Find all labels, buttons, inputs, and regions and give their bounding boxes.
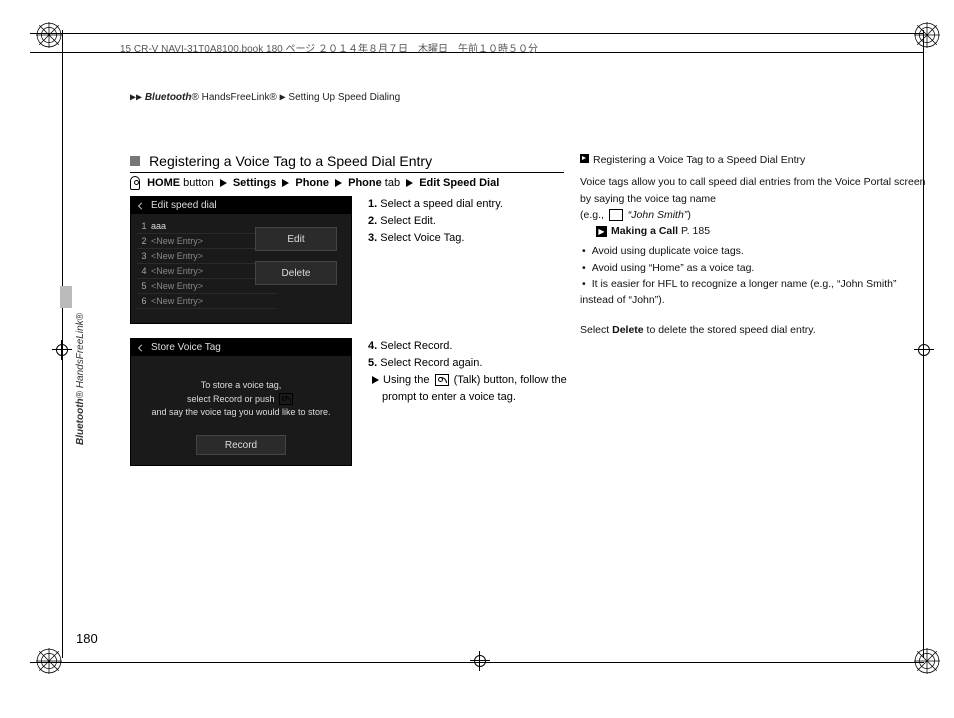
screenshot2-line1: To store a voice tag, [131, 379, 351, 393]
nav-home-suffix: button [180, 177, 214, 189]
registration-mark-bl [36, 648, 62, 674]
delete-button: Delete [255, 261, 337, 285]
crosshair-left [52, 340, 72, 360]
breadcrumb-part1-bold: Bluetooth [145, 92, 192, 103]
screenshot2-titlebar: Store Voice Tag [131, 339, 351, 356]
screenshot-store-voice-tag: Store Voice Tag To store a voice tag, se… [130, 338, 352, 466]
nav-path: HOME button Settings Phone Phone tab Edi… [130, 176, 499, 190]
context-menu: Edit Delete [255, 227, 337, 295]
list-item-label: <New Entry> [151, 251, 203, 261]
registration-mark-tr [914, 22, 940, 48]
side-note-header: Registering a Voice Tag to a Speed Dial … [580, 152, 930, 168]
list-item-label: <New Entry> [151, 236, 203, 246]
instructions-block-1: 1. Select a speed dial entry. 2. Select … [368, 196, 568, 247]
step-3: 3. Select Voice Tag. [368, 230, 568, 247]
page-number: 180 [76, 631, 98, 646]
list-item-label: aaa [151, 221, 166, 231]
nav-phone-tab: Phone [348, 177, 382, 189]
nav-home: HOME [147, 177, 180, 189]
side-bullet-1: Avoid using duplicate voice tags. [580, 243, 930, 259]
back-icon [137, 344, 145, 352]
frame-top-line [30, 33, 924, 34]
list-item-label: <New Entry> [151, 296, 203, 306]
step-2: 2. Select Edit. [368, 213, 568, 230]
instructions-block-2: 4. Select Record. 5. Select Record again… [368, 338, 568, 406]
talk-icon [435, 374, 449, 386]
nav-arrow-icon [220, 179, 227, 187]
breadcrumb-part1-rest: ® HandsFreeLink® [191, 92, 276, 103]
side-bullet-3: It is easier for HFL to recognize a long… [580, 276, 930, 309]
crosshair-bottom [470, 651, 490, 671]
file-header-meta: 15 CR-V NAVI-31T0A8100.book 180 ページ ２０１４… [120, 40, 538, 55]
registration-mark-tl [36, 22, 62, 48]
triangle-bullet-icon [372, 376, 379, 384]
step-1: 1. Select a speed dial entry. [368, 196, 568, 213]
breadcrumb-sep: ▶ [280, 92, 286, 103]
breadcrumb-part2: Setting Up Speed Dialing [288, 92, 400, 103]
screenshot2-title: Store Voice Tag [151, 342, 221, 353]
side-note-glyph-icon [580, 154, 589, 163]
screenshot2-line3: and say the voice tag you would like to … [131, 406, 351, 420]
side-vertical-label: Bluetooth® HandsFreeLink® [75, 313, 86, 445]
screenshot1-titlebar: Edit speed dial [131, 197, 351, 214]
screenshot-edit-speed-dial: Edit speed dial 1aaa 2<New Entry> 3<New … [130, 196, 352, 324]
side-link-line: ▶Making a Call P. 185 [580, 223, 930, 239]
side-para-1: Voice tags allow you to call speed dial … [580, 174, 930, 207]
nav-arrow-icon [282, 179, 289, 187]
section-title-row: Registering a Voice Tag to a Speed Dial … [130, 153, 564, 173]
nav-phone: Phone [295, 177, 329, 189]
list-item-label: <New Entry> [151, 266, 203, 276]
home-button-icon [130, 176, 140, 190]
side-bullet-list: Avoid using duplicate voice tags. Avoid … [580, 243, 930, 308]
nav-settings: Settings [233, 177, 276, 189]
talk-icon [609, 209, 623, 221]
nav-phone-tab-suffix: tab [382, 177, 400, 189]
list-item: 6<New Entry> [137, 294, 277, 309]
step-5: 5. Select Record again. [368, 355, 568, 372]
section-square-icon [130, 156, 140, 166]
step-5-sub: Using the (Talk) button, follow the prom… [368, 372, 568, 406]
side-example-line: (e.g., “John Smith”) [580, 207, 930, 223]
talk-icon [279, 393, 293, 405]
screenshot2-line2: select Record or push [131, 393, 351, 407]
back-icon [137, 202, 145, 210]
screenshot2-body: To store a voice tag, select Record or p… [131, 379, 351, 420]
record-button: Record [196, 435, 286, 455]
crosshair-right [914, 340, 934, 360]
side-bullet-2: Avoid using “Home” as a voice tag. [580, 260, 930, 276]
screenshot1-title: Edit speed dial [151, 200, 217, 211]
link-box-icon: ▶ [596, 226, 607, 237]
breadcrumb-arrows: ▶▶ [130, 92, 142, 103]
nav-edit-speed-dial: Edit Speed Dial [419, 177, 499, 189]
nav-arrow-icon [335, 179, 342, 187]
list-item-label: <New Entry> [151, 281, 203, 291]
side-tab-marker [60, 286, 72, 308]
side-para-2: Select Delete to delete the stored speed… [580, 322, 930, 338]
nav-arrow-icon [406, 179, 413, 187]
breadcrumb: ▶▶ Bluetooth® HandsFreeLink® ▶ Setting U… [130, 92, 400, 103]
side-note-column: Registering a Voice Tag to a Speed Dial … [580, 152, 930, 339]
registration-mark-br [914, 648, 940, 674]
edit-button: Edit [255, 227, 337, 251]
step-4: 4. Select Record. [368, 338, 568, 355]
section-title: Registering a Voice Tag to a Speed Dial … [149, 153, 432, 169]
